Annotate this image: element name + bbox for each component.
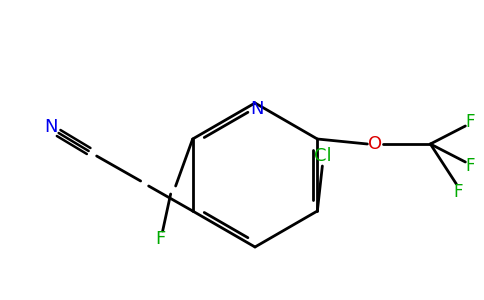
Text: Cl: Cl [314, 147, 331, 165]
Text: F: F [454, 183, 463, 201]
Text: N: N [44, 118, 58, 136]
Text: F: F [155, 230, 166, 248]
Text: F: F [466, 157, 475, 175]
Text: N: N [250, 100, 264, 118]
Text: F: F [466, 113, 475, 131]
Text: O: O [368, 135, 382, 153]
